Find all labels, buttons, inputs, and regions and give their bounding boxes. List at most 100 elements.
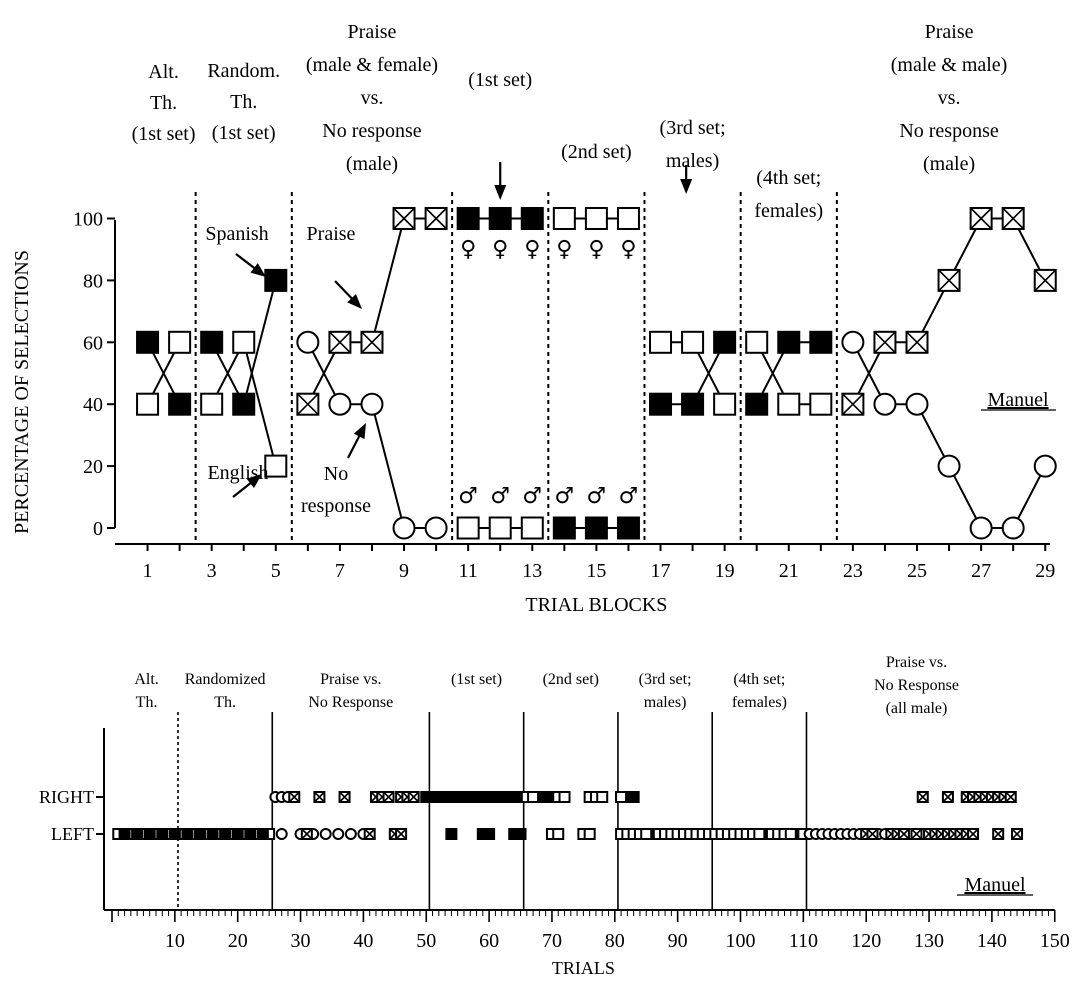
phase-label: Th. bbox=[136, 694, 158, 711]
trial-point-open-square bbox=[583, 828, 596, 840]
male-symbol: ♂ bbox=[554, 484, 574, 509]
trial-point-filled-square bbox=[256, 828, 269, 840]
trial-point-open-circle bbox=[332, 828, 345, 840]
male-symbol: ♂ bbox=[587, 484, 607, 509]
trial-point-crossed-square-cross bbox=[313, 791, 325, 803]
trial-point-open-circle bbox=[275, 828, 288, 840]
trial-point-filled-square bbox=[244, 828, 257, 840]
trial-point-crossed-square-cross bbox=[382, 791, 395, 803]
praise-arrow-shaft bbox=[334, 280, 355, 302]
trial-point-crossed-square-cross bbox=[917, 791, 929, 803]
data-point-crossed-square-cross bbox=[937, 269, 961, 292]
x-tick-label: 100 bbox=[726, 930, 756, 952]
phase-label: males) bbox=[666, 150, 719, 172]
data-point-open-square bbox=[232, 330, 256, 354]
trial-point-filled-square bbox=[514, 828, 527, 840]
phase-label: Praise bbox=[925, 21, 974, 43]
trial-point-filled-square bbox=[156, 828, 169, 840]
phase-label: females) bbox=[732, 694, 787, 711]
trial-point-crossed-square-cross bbox=[1005, 791, 1017, 803]
data-point-crossed-square-cross bbox=[873, 331, 897, 354]
data-point-filled-square bbox=[200, 330, 224, 354]
phase-label: Th. bbox=[214, 694, 236, 711]
x-tick-label: 19 bbox=[715, 560, 735, 582]
trial-point-crossed-square-cross bbox=[408, 791, 420, 803]
x-tick-label: 11 bbox=[459, 560, 478, 582]
trial-point-filled-square bbox=[206, 828, 219, 840]
data-point-open-square bbox=[681, 330, 705, 354]
x-tick-label: 25 bbox=[907, 560, 927, 582]
phase-label: (male & male) bbox=[891, 54, 1008, 76]
data-point-open-square bbox=[488, 516, 512, 540]
trial-point-filled-square bbox=[168, 828, 181, 840]
female-symbol: ♀ bbox=[556, 237, 572, 262]
x-tick-label: 27 bbox=[971, 560, 991, 582]
data-point-crossed-square-cross bbox=[905, 331, 929, 354]
data-point-filled-square bbox=[616, 516, 640, 540]
phase-label: Praise bbox=[348, 21, 397, 43]
x-tick-label: 90 bbox=[668, 930, 688, 952]
phase-label: (1st set) bbox=[468, 69, 532, 91]
data-point-crossed-square-cross bbox=[1002, 207, 1025, 230]
phase-label: Th. bbox=[230, 91, 257, 113]
x-tick-label: 13 bbox=[522, 560, 542, 582]
phase-label: (4th set; bbox=[733, 671, 785, 688]
x-tick-label: 9 bbox=[399, 560, 409, 582]
trial-point-crossed-square-cross bbox=[395, 828, 407, 840]
data-point-open-circle bbox=[424, 516, 448, 540]
trial-point-crossed-square-cross bbox=[338, 791, 351, 803]
phase-label: No response bbox=[899, 120, 999, 142]
annotation-english: English bbox=[207, 462, 268, 484]
data-point-open-square bbox=[745, 330, 769, 354]
data-point-filled-square bbox=[488, 207, 512, 230]
data-point-open-circle bbox=[873, 392, 897, 416]
x-tick-label: 110 bbox=[789, 930, 818, 952]
data-point-filled-square bbox=[745, 392, 769, 416]
x-tick-label: 29 bbox=[1035, 560, 1055, 582]
data-point-open-circle bbox=[937, 454, 961, 478]
phase-label: (all male) bbox=[886, 700, 948, 717]
data-point-crossed-square-cross bbox=[360, 331, 384, 354]
y-tick-label: 40 bbox=[83, 394, 103, 416]
x-tick-label: 21 bbox=[779, 560, 799, 582]
x-tick-label: 7 bbox=[335, 560, 345, 582]
trial-point-open-square bbox=[640, 828, 653, 840]
praise-arrow-head bbox=[347, 294, 362, 309]
x-tick-label: 15 bbox=[586, 560, 606, 582]
x-tick-label: 50 bbox=[416, 930, 436, 952]
x-tick-label: 60 bbox=[479, 930, 499, 952]
data-point-crossed-square-cross bbox=[392, 207, 416, 230]
annotation-praise: Praise bbox=[307, 223, 356, 245]
x-tick-label: 150 bbox=[1040, 930, 1070, 952]
annotation-no-response: response bbox=[301, 495, 371, 517]
data-point-crossed-square-cross bbox=[1034, 269, 1057, 292]
trial-point-filled-square bbox=[445, 828, 458, 840]
data-point-open-square bbox=[616, 207, 640, 230]
x-tick-label: 5 bbox=[271, 560, 281, 582]
x-tick-label: 40 bbox=[353, 930, 373, 952]
phase-label: (male & female) bbox=[306, 54, 438, 76]
series-line bbox=[306, 217, 437, 405]
data-point-open-square bbox=[264, 454, 288, 478]
data-point-filled-square bbox=[264, 268, 288, 292]
phase-label: females) bbox=[754, 200, 823, 222]
x-tick-label: 17 bbox=[651, 560, 671, 582]
y-tick-label: 80 bbox=[83, 270, 103, 292]
data-point-filled-square bbox=[584, 516, 608, 540]
data-point-open-square bbox=[777, 392, 801, 416]
x-tick-label: 23 bbox=[843, 560, 863, 582]
y-tick-label: 60 bbox=[83, 332, 103, 354]
phase-label: (3rd set; bbox=[660, 117, 726, 139]
phase-label: (male) bbox=[346, 153, 398, 175]
phase-label: (2nd set) bbox=[543, 671, 599, 688]
phase-label: (1st set) bbox=[451, 671, 502, 688]
phase-label: No Response bbox=[874, 677, 959, 694]
data-point-filled-square bbox=[136, 330, 160, 354]
trial-point-open-square bbox=[527, 791, 540, 803]
x-axis-title: TRIALS bbox=[552, 958, 615, 978]
data-point-open-square bbox=[200, 392, 224, 416]
trial-point-filled-square bbox=[483, 828, 496, 840]
